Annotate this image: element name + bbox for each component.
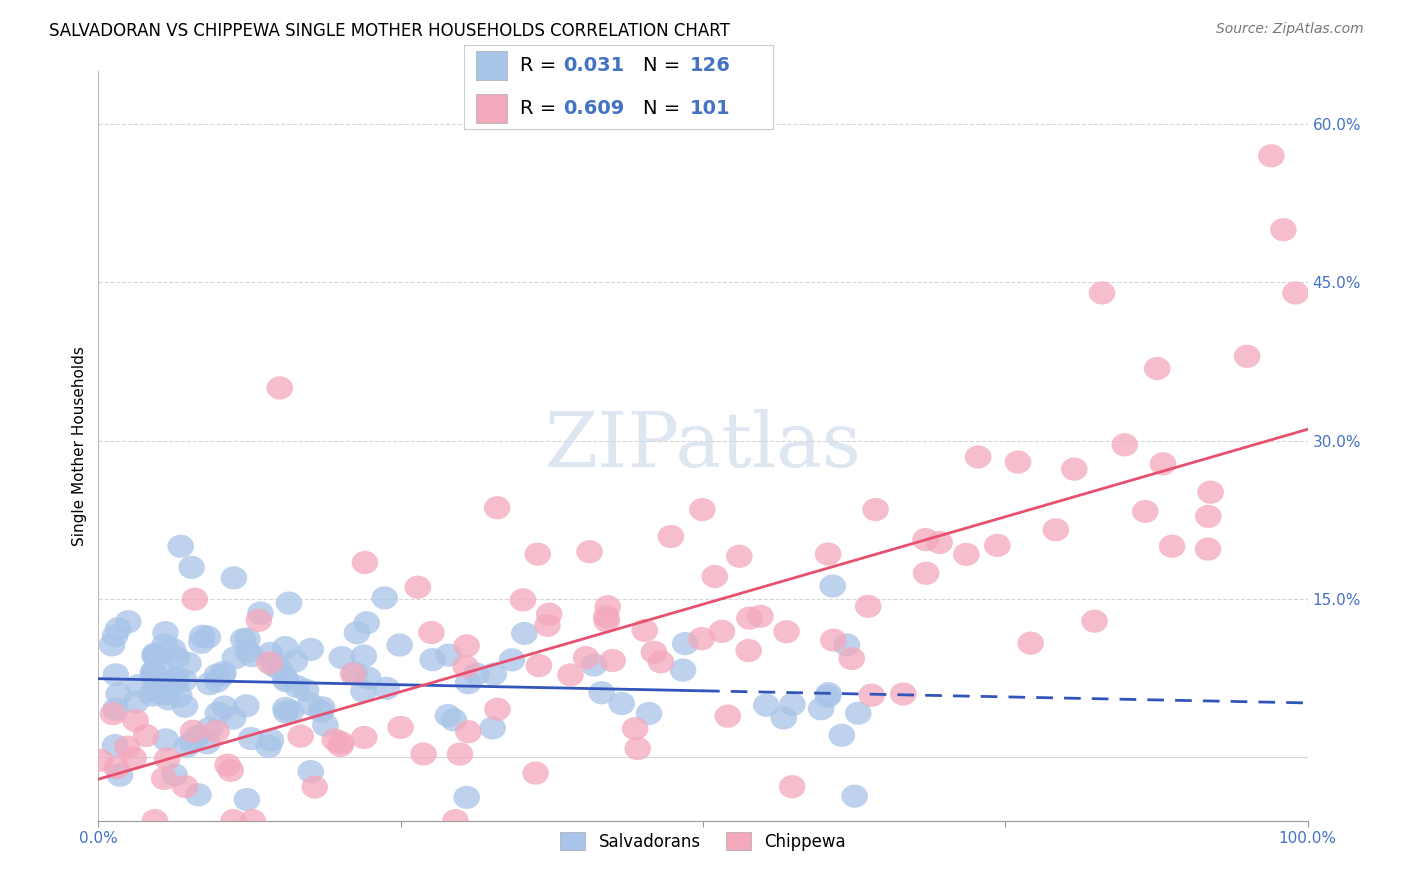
Legend: Salvadorans, Chippewa: Salvadorans, Chippewa bbox=[554, 826, 852, 857]
Y-axis label: Single Mother Households: Single Mother Households bbox=[72, 346, 87, 546]
Text: N =: N = bbox=[644, 99, 688, 118]
Bar bbox=[477, 94, 508, 122]
Bar bbox=[477, 52, 508, 80]
Text: Source: ZipAtlas.com: Source: ZipAtlas.com bbox=[1216, 22, 1364, 37]
Text: R =: R = bbox=[520, 99, 562, 118]
Text: 0.609: 0.609 bbox=[562, 99, 624, 118]
Text: SALVADORAN VS CHIPPEWA SINGLE MOTHER HOUSEHOLDS CORRELATION CHART: SALVADORAN VS CHIPPEWA SINGLE MOTHER HOU… bbox=[49, 22, 730, 40]
Text: 0.031: 0.031 bbox=[562, 56, 624, 75]
Text: 101: 101 bbox=[690, 99, 730, 118]
Text: 126: 126 bbox=[690, 56, 731, 75]
Text: ZIPatlas: ZIPatlas bbox=[544, 409, 862, 483]
Text: R =: R = bbox=[520, 56, 562, 75]
Text: N =: N = bbox=[644, 56, 688, 75]
